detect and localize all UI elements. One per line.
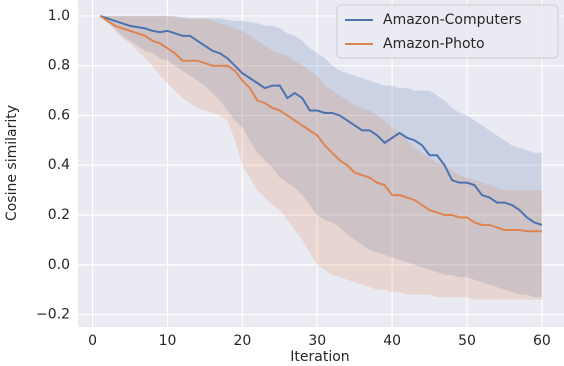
- x-tick-label: 0: [88, 333, 97, 349]
- legend-label: Amazon-Photo: [383, 36, 485, 52]
- y-tick-label: 0.4: [48, 157, 70, 173]
- y-tick-label: 0.6: [48, 107, 70, 123]
- y-tick-label: 0.0: [48, 257, 70, 273]
- x-tick-label: 20: [233, 333, 251, 349]
- band: [100, 15, 542, 298]
- band: [100, 15, 542, 300]
- line: [99, 14, 543, 226]
- y-tick-label: 0.2: [48, 207, 70, 223]
- y-tick-label: 1.0: [48, 8, 70, 24]
- x-tick-label: 10: [159, 333, 177, 349]
- legend-box: [336, 4, 559, 59]
- x-tick-label: 60: [533, 333, 551, 349]
- y-tick-label: 0.8: [48, 58, 70, 74]
- line: [99, 15, 542, 233]
- legend: Amazon-Computers Amazon-Photo: [336, 4, 559, 59]
- y-tick-label: −0.2: [36, 307, 70, 323]
- y-axis-label: Cosine similarity: [4, 105, 20, 221]
- x-tick-label: 30: [308, 333, 326, 349]
- x-tick-label: 50: [458, 333, 476, 349]
- x-axis-label: Iteration: [290, 349, 349, 365]
- legend-label: Amazon-Computers: [383, 12, 522, 28]
- x-tick-label: 40: [383, 333, 401, 349]
